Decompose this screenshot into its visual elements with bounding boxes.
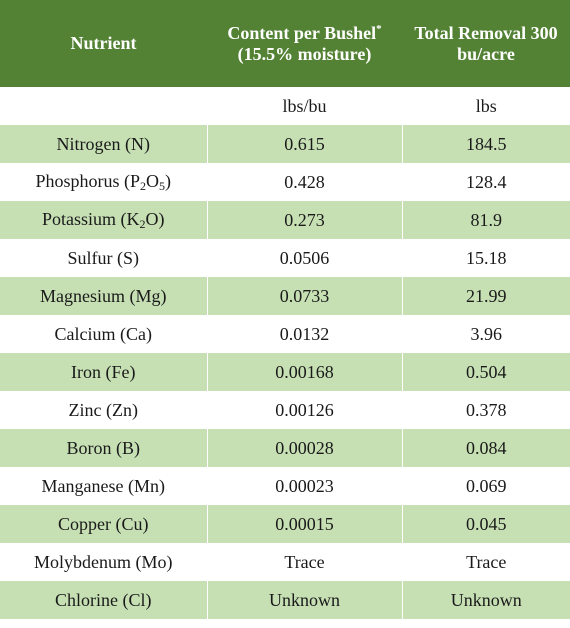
table-row: Zinc (Zn) 0.00126 0.378 [0, 391, 570, 429]
nutrient-name: Molybdenum (Mo) [0, 543, 207, 581]
header-content-post: (15.5% moisture) [237, 43, 372, 64]
removal-value: 0.069 [401, 467, 570, 505]
nutrient-name: Manganese (Mn) [0, 467, 207, 505]
content-value: 0.0733 [206, 277, 402, 315]
nutrient-name: Potassium (K2O) [0, 201, 207, 239]
content-value: Trace [206, 543, 402, 581]
nutrient-name: Calcium (Ca) [0, 315, 207, 353]
nutrient-name-part: O [146, 170, 160, 191]
units-nutrient [0, 87, 207, 125]
table-row: Calcium (Ca) 0.0132 3.96 [0, 315, 570, 353]
content-value: 0.273 [206, 201, 402, 239]
nutrient-name: Phosphorus (P2O5) [0, 163, 207, 201]
removal-value: 184.5 [401, 125, 570, 163]
nutrient-name: Iron (Fe) [0, 353, 207, 391]
content-value: 0.00023 [206, 467, 402, 505]
content-value: 0.00015 [206, 505, 402, 543]
nutrient-name: Boron (B) [0, 429, 207, 467]
nutrient-name: Copper (Cu) [0, 505, 207, 543]
table-row: Phosphorus (P2O5) 0.428 128.4 [0, 163, 570, 201]
content-value: 0.615 [206, 125, 402, 163]
removal-value: Unknown [401, 581, 570, 619]
content-value: 0.428 [206, 163, 402, 201]
content-value: Unknown [206, 581, 402, 619]
table-row: Boron (B) 0.00028 0.084 [0, 429, 570, 467]
removal-value: Trace [401, 543, 570, 581]
nutrient-subscript: 2 [140, 178, 147, 193]
content-value: 0.00126 [206, 391, 402, 429]
nutrient-name-part: ) [165, 170, 172, 191]
removal-value: 3.96 [401, 315, 570, 353]
table-row: Manganese (Mn) 0.00023 0.069 [0, 467, 570, 505]
removal-value: 0.045 [401, 505, 570, 543]
nutrient-name: Magnesium (Mg) [0, 277, 207, 315]
header-content-pre: Content per Bushel [227, 22, 377, 43]
table-row: Nitrogen (N) 0.615 184.5 [0, 125, 570, 163]
nutrient-subscript: 5 [159, 178, 166, 193]
content-value: 0.00028 [206, 429, 402, 467]
content-value: 0.0506 [206, 239, 402, 277]
nutrient-name: Zinc (Zn) [0, 391, 207, 429]
units-content: lbs/bu [206, 87, 402, 125]
nutrient-name-part: O) [145, 208, 165, 229]
table-row: Chlorine (Cl) Unknown Unknown [0, 581, 570, 619]
removal-value: 81.9 [401, 201, 570, 239]
table-row: Potassium (K2O) 0.273 81.9 [0, 201, 570, 239]
nutrient-name-part: Potassium (K [41, 208, 140, 229]
table-row: Molybdenum (Mo) Trace Trace [0, 543, 570, 581]
header-content-per-bushel: Content per Bushel* (15.5% moisture) [207, 0, 402, 87]
nutrient-subscript: 2 [139, 216, 146, 231]
units-removal: lbs [401, 87, 570, 125]
removal-value: 0.378 [401, 391, 570, 429]
removal-value: 0.504 [401, 353, 570, 391]
content-value: 0.0132 [206, 315, 402, 353]
header-nutrient: Nutrient [0, 0, 207, 87]
table-row: Iron (Fe) 0.00168 0.504 [0, 353, 570, 391]
nutrient-name: Sulfur (S) [0, 239, 207, 277]
nutrient-name: Nitrogen (N) [0, 125, 207, 163]
removal-value: 0.084 [401, 429, 570, 467]
removal-value: 15.18 [401, 239, 570, 277]
removal-value: 128.4 [401, 163, 570, 201]
units-row: lbs/bu lbs [0, 87, 570, 125]
nutrient-name: Chlorine (Cl) [0, 581, 207, 619]
header-row: Nutrient Content per Bushel* (15.5% mois… [0, 0, 570, 87]
nutrient-name-part: Phosphorus (P [35, 170, 141, 191]
table-row: Sulfur (S) 0.0506 15.18 [0, 239, 570, 277]
table-row: Copper (Cu) 0.00015 0.045 [0, 505, 570, 543]
content-value: 0.00168 [206, 353, 402, 391]
header-total-removal: Total Removal 300 bu/acre [402, 0, 570, 87]
header-content-footnote-mark: * [376, 22, 382, 35]
removal-value: 21.99 [401, 277, 570, 315]
table-row: Magnesium (Mg) 0.0733 21.99 [0, 277, 570, 315]
